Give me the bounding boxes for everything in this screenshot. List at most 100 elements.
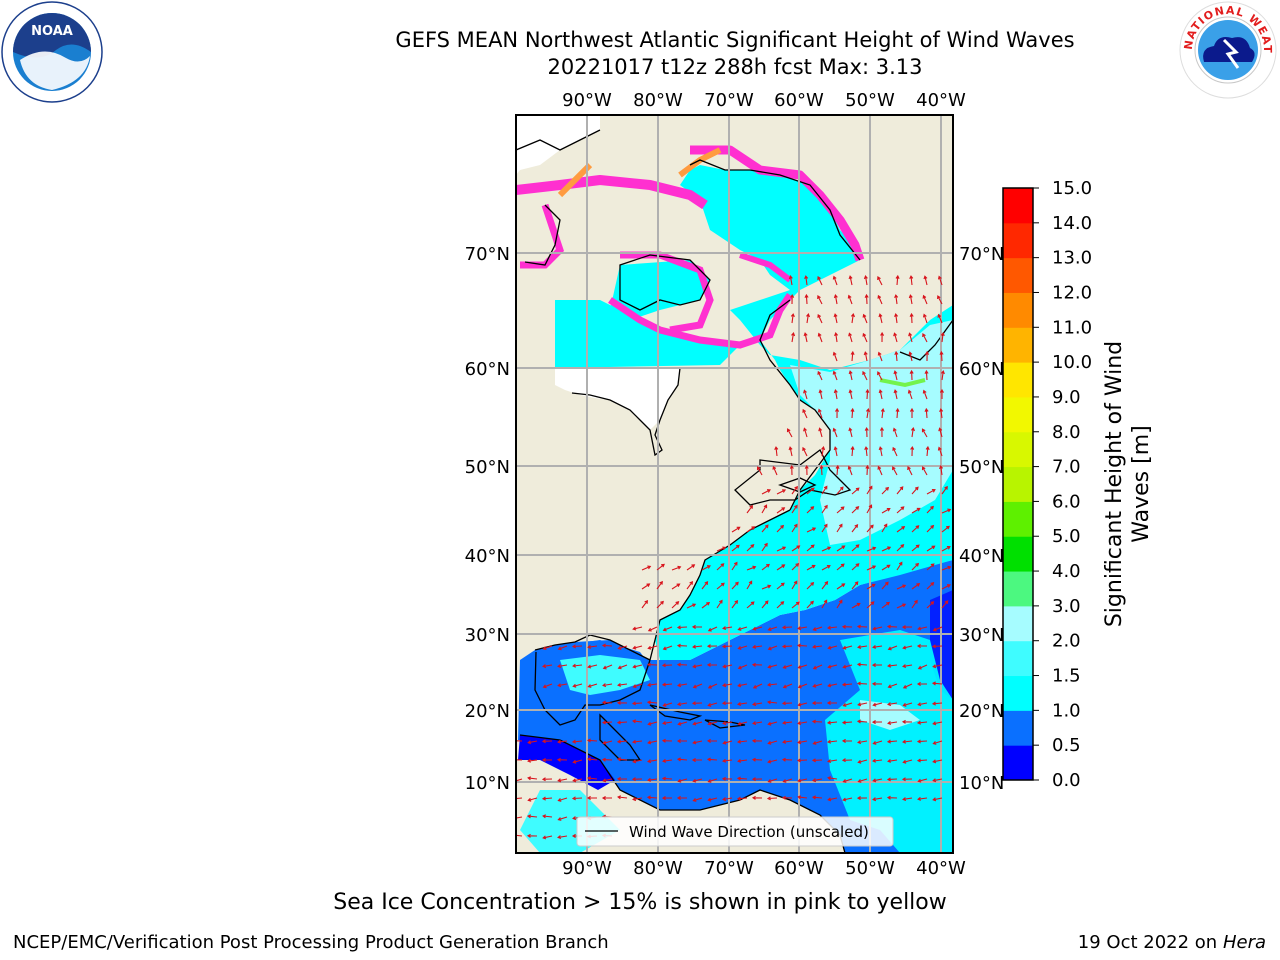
svg-text:10°N: 10°N xyxy=(465,773,510,794)
wind-wave-arrow xyxy=(737,739,748,744)
wind-wave-arrow xyxy=(782,683,793,689)
wind-wave-arrow xyxy=(857,740,868,745)
colorbar-segment xyxy=(1003,640,1033,677)
wind-wave-arrow xyxy=(872,797,883,802)
wind-wave-arrow xyxy=(647,721,658,726)
wind-wave-arrow xyxy=(751,795,763,800)
wind-wave-arrow xyxy=(908,351,913,362)
wind-wave-arrow xyxy=(661,796,673,801)
wind-wave-arrow xyxy=(806,581,815,590)
wind-wave-arrow xyxy=(851,544,860,552)
wind-wave-arrow xyxy=(856,681,868,686)
wind-wave-arrow xyxy=(916,681,927,686)
wind-wave-arrow xyxy=(832,275,838,286)
wind-wave-arrow xyxy=(767,778,778,783)
wind-wave-arrow xyxy=(791,562,800,571)
wind-wave-arrow xyxy=(641,583,651,590)
svg-text:70°W: 70°W xyxy=(704,858,754,879)
wind-wave-arrow xyxy=(647,777,658,782)
wind-wave-arrow xyxy=(632,645,643,650)
wind-wave-arrow xyxy=(707,702,718,707)
wind-wave-arrow xyxy=(542,645,553,651)
wind-wave-arrow xyxy=(541,739,553,744)
wind-wave-arrow xyxy=(832,427,838,438)
wind-wave-arrow xyxy=(910,427,916,438)
wind-wave-arrow xyxy=(865,464,870,476)
wind-wave-arrow xyxy=(646,795,658,800)
wind-wave-arrow xyxy=(866,524,874,533)
wind-wave-arrow xyxy=(922,313,928,324)
wind-wave-arrow xyxy=(863,275,868,286)
wind-wave-arrow xyxy=(796,643,808,648)
wind-wave-arrow xyxy=(821,565,831,571)
colorbar-tick-label: 9.0 xyxy=(1052,387,1081,408)
wind-wave-arrow xyxy=(901,625,913,630)
svg-text:70°N: 70°N xyxy=(959,244,1004,265)
wind-wave-arrow xyxy=(826,700,837,705)
wind-wave-arrow xyxy=(872,740,883,745)
wind-wave-arrow xyxy=(881,507,891,514)
wind-wave-arrow xyxy=(632,739,643,744)
wind-wave-arrow xyxy=(877,276,883,286)
wind-wave-arrow xyxy=(851,581,859,590)
wind-wave-arrow xyxy=(617,795,628,800)
noaa-logo: NOAA xyxy=(1,1,103,103)
wind-wave-arrow xyxy=(804,464,809,476)
wind-wave-arrow xyxy=(737,645,748,650)
wind-wave-arrow xyxy=(752,644,763,649)
colorbar-tick-label: 8.0 xyxy=(1052,422,1081,443)
wind-wave-arrow xyxy=(647,759,658,764)
wind-wave-arrow xyxy=(804,275,809,286)
wind-wave-arrow xyxy=(819,464,824,476)
colorbar-segment xyxy=(1003,222,1033,259)
wind-wave-arrow xyxy=(871,663,883,668)
wind-wave-arrow xyxy=(812,626,823,632)
wind-wave-arrow xyxy=(887,720,898,726)
chart-subtitle: 20221017 t12z 288h fcst Max: 3.13 xyxy=(547,55,923,79)
wind-wave-arrow xyxy=(917,796,928,801)
wind-wave-arrow xyxy=(706,757,718,762)
wind-wave-arrow xyxy=(911,525,920,533)
wind-wave-arrow xyxy=(761,584,772,590)
wind-wave-arrow xyxy=(811,795,823,800)
map-frame xyxy=(515,114,954,854)
colorbar-tick-label: 2.0 xyxy=(1052,631,1081,652)
wind-wave-arrow xyxy=(661,776,673,781)
wind-wave-arrow xyxy=(722,797,733,802)
wind-wave-arrow xyxy=(791,601,800,609)
wind-wave-arrow xyxy=(557,683,568,688)
colorbar-tick-label: 4.0 xyxy=(1052,561,1081,582)
colorbar-tick-label: 15.0 xyxy=(1052,178,1092,199)
wind-wave-arrow xyxy=(706,662,718,667)
wind-wave-arrow xyxy=(931,701,943,706)
colorbar-segment xyxy=(1003,257,1033,293)
wind-wave-arrow xyxy=(706,738,718,743)
wind-wave-arrow xyxy=(746,565,757,571)
svg-text:70°N: 70°N xyxy=(465,244,510,265)
wind-wave-arrow xyxy=(797,683,808,689)
wind-wave-arrow xyxy=(767,645,778,651)
wind-wave-arrow xyxy=(571,739,583,744)
wind-wave-arrow xyxy=(731,599,739,609)
svg-text:40°N: 40°N xyxy=(465,546,510,567)
wind-wave-arrow xyxy=(746,580,753,590)
wind-wave-arrow xyxy=(671,601,680,609)
wind-wave-arrow xyxy=(632,719,643,724)
wind-wave-arrow xyxy=(752,683,763,689)
wind-wave-arrow xyxy=(812,778,823,783)
wind-wave-arrow xyxy=(617,664,628,670)
wind-wave-arrow xyxy=(571,644,583,649)
wind-wave-arrow xyxy=(707,721,718,726)
wind-wave-arrow xyxy=(916,739,928,744)
wind-wave-arrow xyxy=(676,643,688,648)
wind-wave-arrow xyxy=(752,702,763,707)
wind-wave-arrow xyxy=(707,626,718,632)
wind-wave-arrow xyxy=(797,778,808,783)
wind-wave-arrow xyxy=(671,583,681,590)
wind-wave-arrow xyxy=(676,662,688,667)
wind-wave-arrow xyxy=(886,777,898,782)
wind-wave-arrow xyxy=(791,523,798,533)
wind-wave-arrow xyxy=(881,564,891,571)
colorbar-segment xyxy=(1003,362,1033,398)
